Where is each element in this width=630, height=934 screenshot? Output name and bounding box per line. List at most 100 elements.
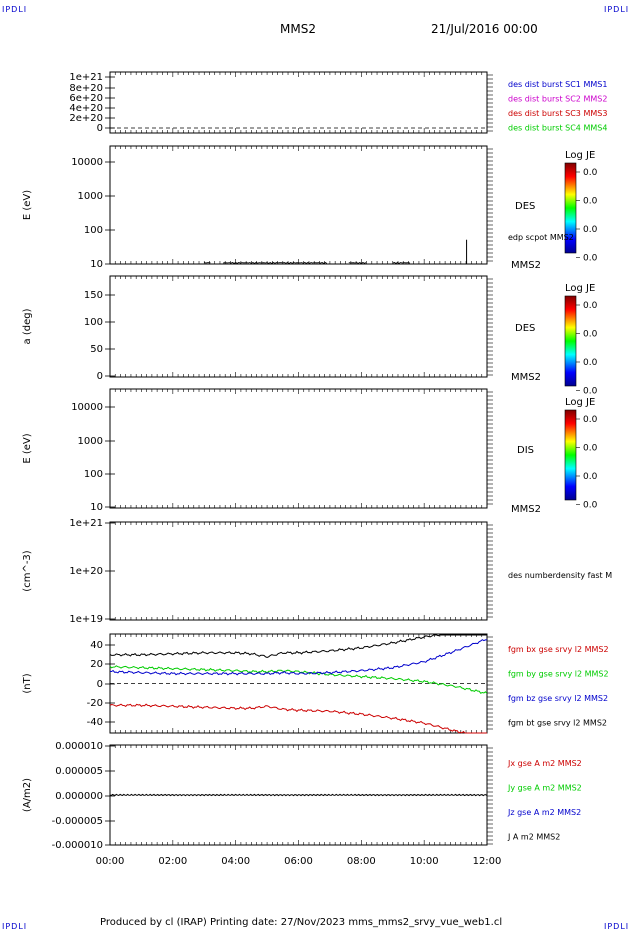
- y-axis-label: (cm^-3): [22, 550, 33, 591]
- colorbar: [564, 295, 577, 387]
- x-tick-label: 00:00: [96, 856, 125, 867]
- series-label: J A m2 MMS2: [507, 833, 560, 842]
- y-axis-label: E (eV): [22, 433, 33, 463]
- colorbar-title: Log JE: [565, 397, 595, 408]
- x-tick-label: 04:00: [221, 856, 250, 867]
- instrument-label: DIS: [517, 445, 534, 456]
- instrument-label: DES: [515, 201, 535, 212]
- series-label: fgm bt gse srvy l2 MMS2: [508, 719, 607, 728]
- y-axis-label: a (deg): [22, 308, 33, 344]
- instrument-label: DES: [515, 323, 535, 334]
- colorbar-tick-label: 0.0: [583, 197, 598, 207]
- y-tick-label: 0: [97, 679, 103, 690]
- series-label: des numberdensity fast M: [508, 571, 612, 580]
- x-tick-label: 06:00: [284, 856, 313, 867]
- scpot-trace: [223, 262, 327, 264]
- y-tick-label: -0.000005: [52, 816, 103, 827]
- colorbar: [564, 409, 577, 501]
- fgm-series-line: [109, 665, 488, 694]
- colorbar-tick-label: 0.0: [583, 168, 598, 178]
- y-axis-label: E (eV): [22, 190, 33, 220]
- y-tick-label: 2e+20: [69, 113, 103, 124]
- y-tick-label: 1e+20: [69, 566, 103, 577]
- series-label: des dist burst SC1 MMS1: [508, 80, 607, 89]
- spacecraft-title: MMS2: [280, 22, 316, 36]
- x-tick-label: 08:00: [347, 856, 376, 867]
- y-tick-label: 100: [84, 225, 103, 236]
- series-label: des dist burst SC4 MMS4: [508, 124, 607, 133]
- date-title: 21/Jul/2016 00:00: [431, 22, 538, 36]
- y-tick-label: 0.000005: [55, 766, 103, 777]
- y-tick-label: 100: [84, 317, 103, 328]
- spacecraft-label: MMS2: [511, 260, 541, 271]
- colorbar-tick-label: 0.0: [583, 387, 598, 397]
- y-tick-label: 150: [84, 290, 103, 301]
- panel-frame-4: [109, 521, 488, 621]
- y-tick-label: 0: [97, 123, 103, 134]
- y-tick-label: 100: [84, 469, 103, 480]
- panel-frame-0: [109, 71, 488, 134]
- series-label: Jy gse A m2 MMS2: [507, 784, 582, 793]
- overlay-label: edp scpot MMS2: [508, 233, 574, 242]
- footer-credit: Produced by cl (IRAP) Printing date: 27/…: [100, 917, 503, 928]
- colorbar-title: Log JE: [565, 283, 595, 294]
- y-tick-label: 6e+20: [69, 93, 103, 104]
- y-tick-label: 10000: [71, 157, 103, 168]
- fgm-series-line: [109, 634, 487, 659]
- current-magnitude-line: [109, 793, 488, 797]
- y-tick-label: 0: [97, 371, 103, 382]
- y-tick-label: 1000: [78, 436, 103, 447]
- spacecraft-label: MMS2: [511, 504, 541, 515]
- scpot-trace: [392, 262, 411, 264]
- colorbar-title: Log JE: [565, 150, 595, 161]
- colorbar-tick-label: 0.0: [583, 225, 598, 235]
- y-tick-label: -0.000010: [52, 840, 103, 851]
- y-tick-label: 1e+21: [69, 518, 103, 529]
- panel-frame-3: [109, 388, 488, 509]
- y-tick-label: 8e+20: [69, 83, 103, 94]
- colorbar-tick-label: 0.0: [583, 444, 598, 454]
- colorbar-tick-label: 0.0: [583, 301, 598, 311]
- scpot-trace: [204, 262, 211, 264]
- y-tick-label: 1e+19: [69, 614, 103, 625]
- panel-frame-2: [109, 275, 488, 378]
- y-tick-label: 1000: [78, 191, 103, 202]
- y-tick-label: 10000: [71, 402, 103, 413]
- y-axis-label: (A/m2): [22, 778, 33, 812]
- y-tick-label: 0.000010: [55, 741, 103, 752]
- colorbar: [564, 162, 577, 254]
- series-label: des dist burst SC3 MMS3: [508, 109, 607, 118]
- scpot-trace: [348, 262, 367, 264]
- y-tick-label: 0.000000: [55, 791, 103, 802]
- y-tick-label: 20: [90, 659, 103, 670]
- y-tick-label: 1e+21: [69, 72, 103, 83]
- x-tick-label: 02:00: [158, 856, 187, 867]
- y-tick-label: 10: [90, 259, 103, 270]
- y-tick-label: -40: [87, 717, 103, 728]
- y-tick-label: 10: [90, 502, 103, 513]
- spacecraft-label: MMS2: [511, 372, 541, 383]
- series-label: Jx gse A m2 MMS2: [507, 759, 582, 768]
- y-tick-label: 4e+20: [69, 103, 103, 114]
- colorbar-tick-label: 0.0: [583, 358, 598, 368]
- fgm-series-line: [109, 703, 487, 734]
- x-tick-label: 10:00: [410, 856, 439, 867]
- fgm-series-line: [109, 639, 487, 676]
- logo-top-right: IPDLI: [604, 5, 630, 14]
- logo-bottom-right: IPDLI: [604, 922, 630, 931]
- series-label: Jz gse A m2 MMS2: [507, 808, 581, 817]
- colorbar-tick-label: 0.0: [583, 330, 598, 340]
- series-label: des dist burst SC2 MMS2: [508, 95, 607, 104]
- y-tick-label: 40: [90, 640, 103, 651]
- panel-frame-1: [109, 145, 488, 265]
- logo-bottom-left: IPDLI: [2, 922, 28, 931]
- y-tick-label: -20: [87, 698, 103, 709]
- y-tick-label: 50: [90, 344, 103, 355]
- colorbar-tick-label: 0.0: [583, 254, 598, 264]
- colorbar-tick-label: 0.0: [583, 415, 598, 425]
- colorbar-tick-label: 0.0: [583, 501, 598, 511]
- series-label: fgm bz gse srvy l2 MMS2: [508, 694, 608, 703]
- y-axis-label: (nT): [22, 673, 33, 693]
- colorbar-tick-label: 0.0: [583, 472, 598, 482]
